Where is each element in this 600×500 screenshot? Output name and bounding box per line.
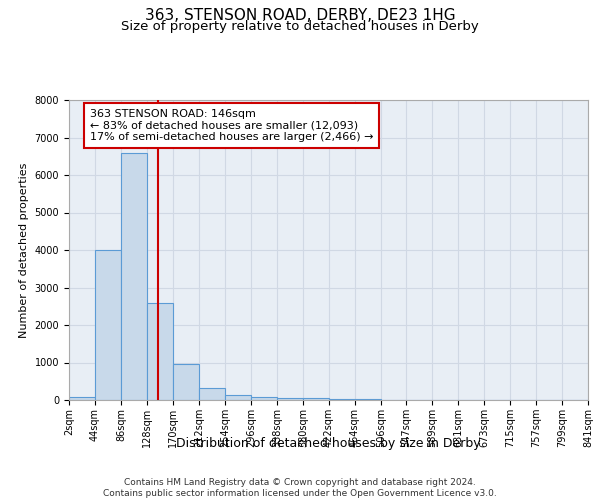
Bar — [329, 399, 355, 400]
Y-axis label: Number of detached properties: Number of detached properties — [19, 162, 29, 338]
Text: Size of property relative to detached houses in Derby: Size of property relative to detached ho… — [121, 20, 479, 33]
Bar — [251, 397, 277, 400]
Bar — [173, 364, 199, 400]
Bar — [121, 152, 147, 400]
Bar — [147, 302, 173, 400]
Text: Distribution of detached houses by size in Derby: Distribution of detached houses by size … — [176, 438, 481, 450]
Text: Contains HM Land Registry data © Crown copyright and database right 2024.
Contai: Contains HM Land Registry data © Crown c… — [103, 478, 497, 498]
Bar — [225, 395, 251, 400]
Text: 363 STENSON ROAD: 146sqm
← 83% of detached houses are smaller (12,093)
17% of se: 363 STENSON ROAD: 146sqm ← 83% of detach… — [90, 109, 373, 142]
Bar — [69, 397, 95, 400]
Bar — [95, 250, 121, 400]
Bar — [303, 398, 329, 400]
Bar — [199, 388, 225, 400]
Text: 363, STENSON ROAD, DERBY, DE23 1HG: 363, STENSON ROAD, DERBY, DE23 1HG — [145, 8, 455, 22]
Bar — [277, 398, 303, 400]
